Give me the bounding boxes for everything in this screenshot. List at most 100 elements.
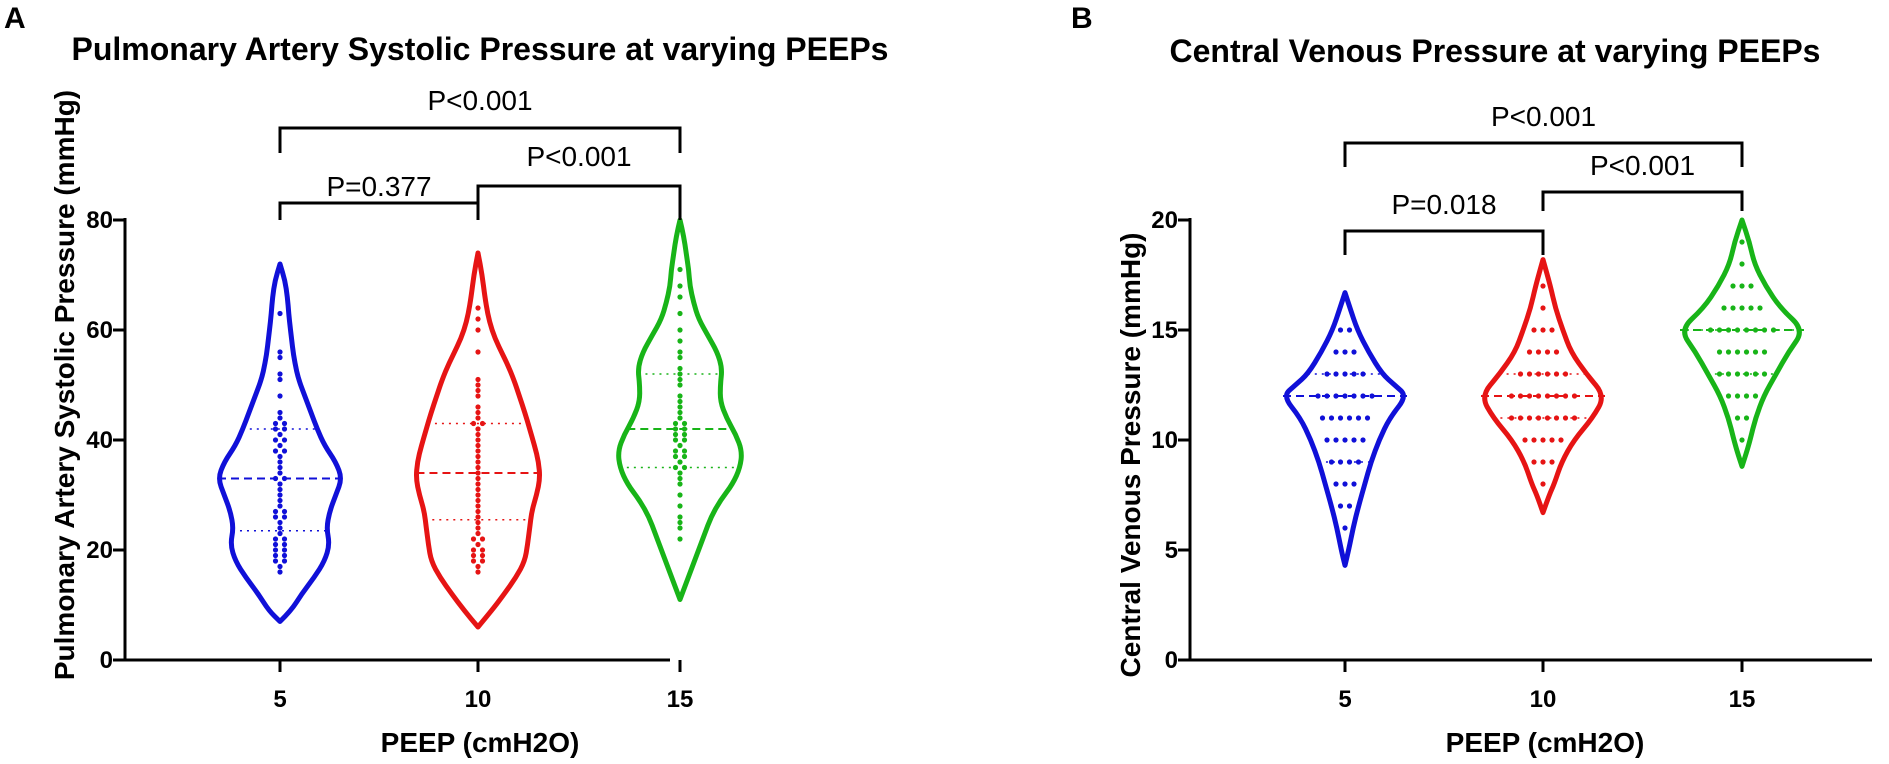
data-point-a-10 xyxy=(475,376,481,383)
data-point-a-10 xyxy=(475,431,481,438)
data-point-a-5 xyxy=(281,541,288,548)
data-point-b-15 xyxy=(1743,349,1750,355)
data-point-b-5 xyxy=(1333,393,1339,399)
data-point-b-5 xyxy=(1355,415,1362,421)
y-axis-title-a: Pulmonary Artery Systolic Pressure (mmHg… xyxy=(49,90,80,680)
data-point-b-15 xyxy=(1748,305,1754,311)
data-point-b-10 xyxy=(1540,481,1546,487)
data-point-a-10 xyxy=(475,486,481,493)
data-point-a-10 xyxy=(475,563,481,570)
data-point-a-5 xyxy=(281,437,288,443)
data-point-b-10 xyxy=(1540,283,1546,289)
data-point-b-10 xyxy=(1540,327,1546,333)
data-point-b-5 xyxy=(1351,437,1357,443)
data-point-b-5 xyxy=(1346,459,1353,465)
data-point-a-10 xyxy=(475,437,481,443)
data-point-a-15 xyxy=(677,503,683,509)
data-point-a-15 xyxy=(677,371,683,377)
data-point-b-15 xyxy=(1752,327,1759,333)
significance-bracket-a xyxy=(278,126,682,153)
data-point-b-10 xyxy=(1540,459,1546,465)
data-point-b-10 xyxy=(1562,393,1569,399)
data-point-a-5 xyxy=(277,481,283,487)
significance-label-a: P<0.001 xyxy=(427,85,532,116)
data-point-b-15 xyxy=(1725,349,1732,355)
data-point-a-10 xyxy=(475,464,481,471)
data-point-a-15 xyxy=(672,437,679,443)
data-point-b-10 xyxy=(1526,349,1533,355)
data-point-a-15 xyxy=(677,349,683,355)
data-point-a-5 xyxy=(272,420,279,427)
data-point-a-10 xyxy=(475,519,481,526)
data-point-b-15 xyxy=(1734,393,1741,399)
data-point-b-10 xyxy=(1526,393,1533,399)
data-point-a-5 xyxy=(272,426,279,432)
data-point-a-10 xyxy=(479,536,486,542)
data-point-a-15 xyxy=(681,431,688,438)
data-point-b-15 xyxy=(1734,415,1741,421)
y-tick-label-b: 15 xyxy=(1151,317,1178,344)
significance-label-a: P<0.001 xyxy=(526,141,631,172)
data-point-b-15 xyxy=(1752,393,1759,399)
data-point-b-15 xyxy=(1734,327,1741,333)
y-tick-label-a: 60 xyxy=(86,317,113,344)
data-point-a-15 xyxy=(677,442,683,449)
data-point-b-15 xyxy=(1752,349,1759,355)
data-point-a-10 xyxy=(479,420,486,427)
data-point-b-10 xyxy=(1540,437,1546,443)
data-point-a-5 xyxy=(277,497,283,504)
data-point-a-10 xyxy=(475,497,481,504)
data-point-a-10 xyxy=(475,475,481,482)
data-point-b-15 xyxy=(1748,283,1754,289)
data-point-b-5 xyxy=(1360,371,1366,377)
data-point-b-10 xyxy=(1549,437,1555,443)
data-point-a-10 xyxy=(475,508,481,515)
data-point-b-5 xyxy=(1337,503,1344,509)
data-point-a-10 xyxy=(475,525,481,531)
data-point-b-15 xyxy=(1739,305,1745,311)
data-point-a-15 xyxy=(677,327,683,333)
data-point-a-5 xyxy=(277,519,283,526)
data-point-b-10 xyxy=(1535,371,1542,377)
data-point-a-15 xyxy=(677,393,683,399)
panel-label-b: B xyxy=(1071,2,1093,35)
data-point-b-10 xyxy=(1526,415,1533,421)
y-tick-label-a: 40 xyxy=(86,427,113,454)
data-point-b-5 xyxy=(1342,349,1348,355)
data-point-a-15 xyxy=(677,475,683,482)
data-point-b-5 xyxy=(1351,481,1357,487)
data-point-b-10 xyxy=(1522,437,1528,443)
data-point-a-10 xyxy=(479,547,486,553)
data-point-b-15 xyxy=(1716,349,1723,355)
data-point-b-10 xyxy=(1517,415,1524,421)
data-point-a-5 xyxy=(281,475,288,482)
data-point-a-5 xyxy=(277,349,283,355)
y-tick-label-a: 80 xyxy=(86,207,113,234)
data-point-a-15 xyxy=(677,470,683,476)
data-point-b-15 xyxy=(1721,305,1727,311)
data-point-a-5 xyxy=(277,569,283,575)
data-point-a-15 xyxy=(677,338,683,344)
data-point-a-15 xyxy=(677,376,683,383)
data-point-a-15 xyxy=(677,398,683,405)
data-point-a-15 xyxy=(677,415,683,421)
data-point-b-15 xyxy=(1734,371,1741,377)
data-point-a-5 xyxy=(281,420,288,427)
data-point-a-10 xyxy=(470,552,477,559)
data-point-a-10 xyxy=(475,569,481,575)
data-point-b-15 xyxy=(1770,327,1777,333)
data-point-b-15 xyxy=(1743,415,1750,421)
data-point-a-15 xyxy=(677,283,683,289)
data-point-b-15 xyxy=(1739,239,1745,245)
data-point-a-15 xyxy=(681,453,688,460)
data-point-a-5 xyxy=(277,563,283,570)
data-point-b-15 xyxy=(1743,327,1750,333)
chart-title-a: Pulmonary Artery Systolic Pressure at va… xyxy=(72,31,889,67)
chart-title-b: Central Venous Pressure at varying PEEPs xyxy=(1170,33,1821,69)
data-point-a-10 xyxy=(470,420,477,427)
data-point-b-10 xyxy=(1531,327,1537,333)
data-point-b-5 xyxy=(1342,393,1348,399)
data-point-a-10 xyxy=(475,448,481,454)
data-point-b-5 xyxy=(1324,437,1330,443)
data-point-b-5 xyxy=(1333,349,1339,355)
